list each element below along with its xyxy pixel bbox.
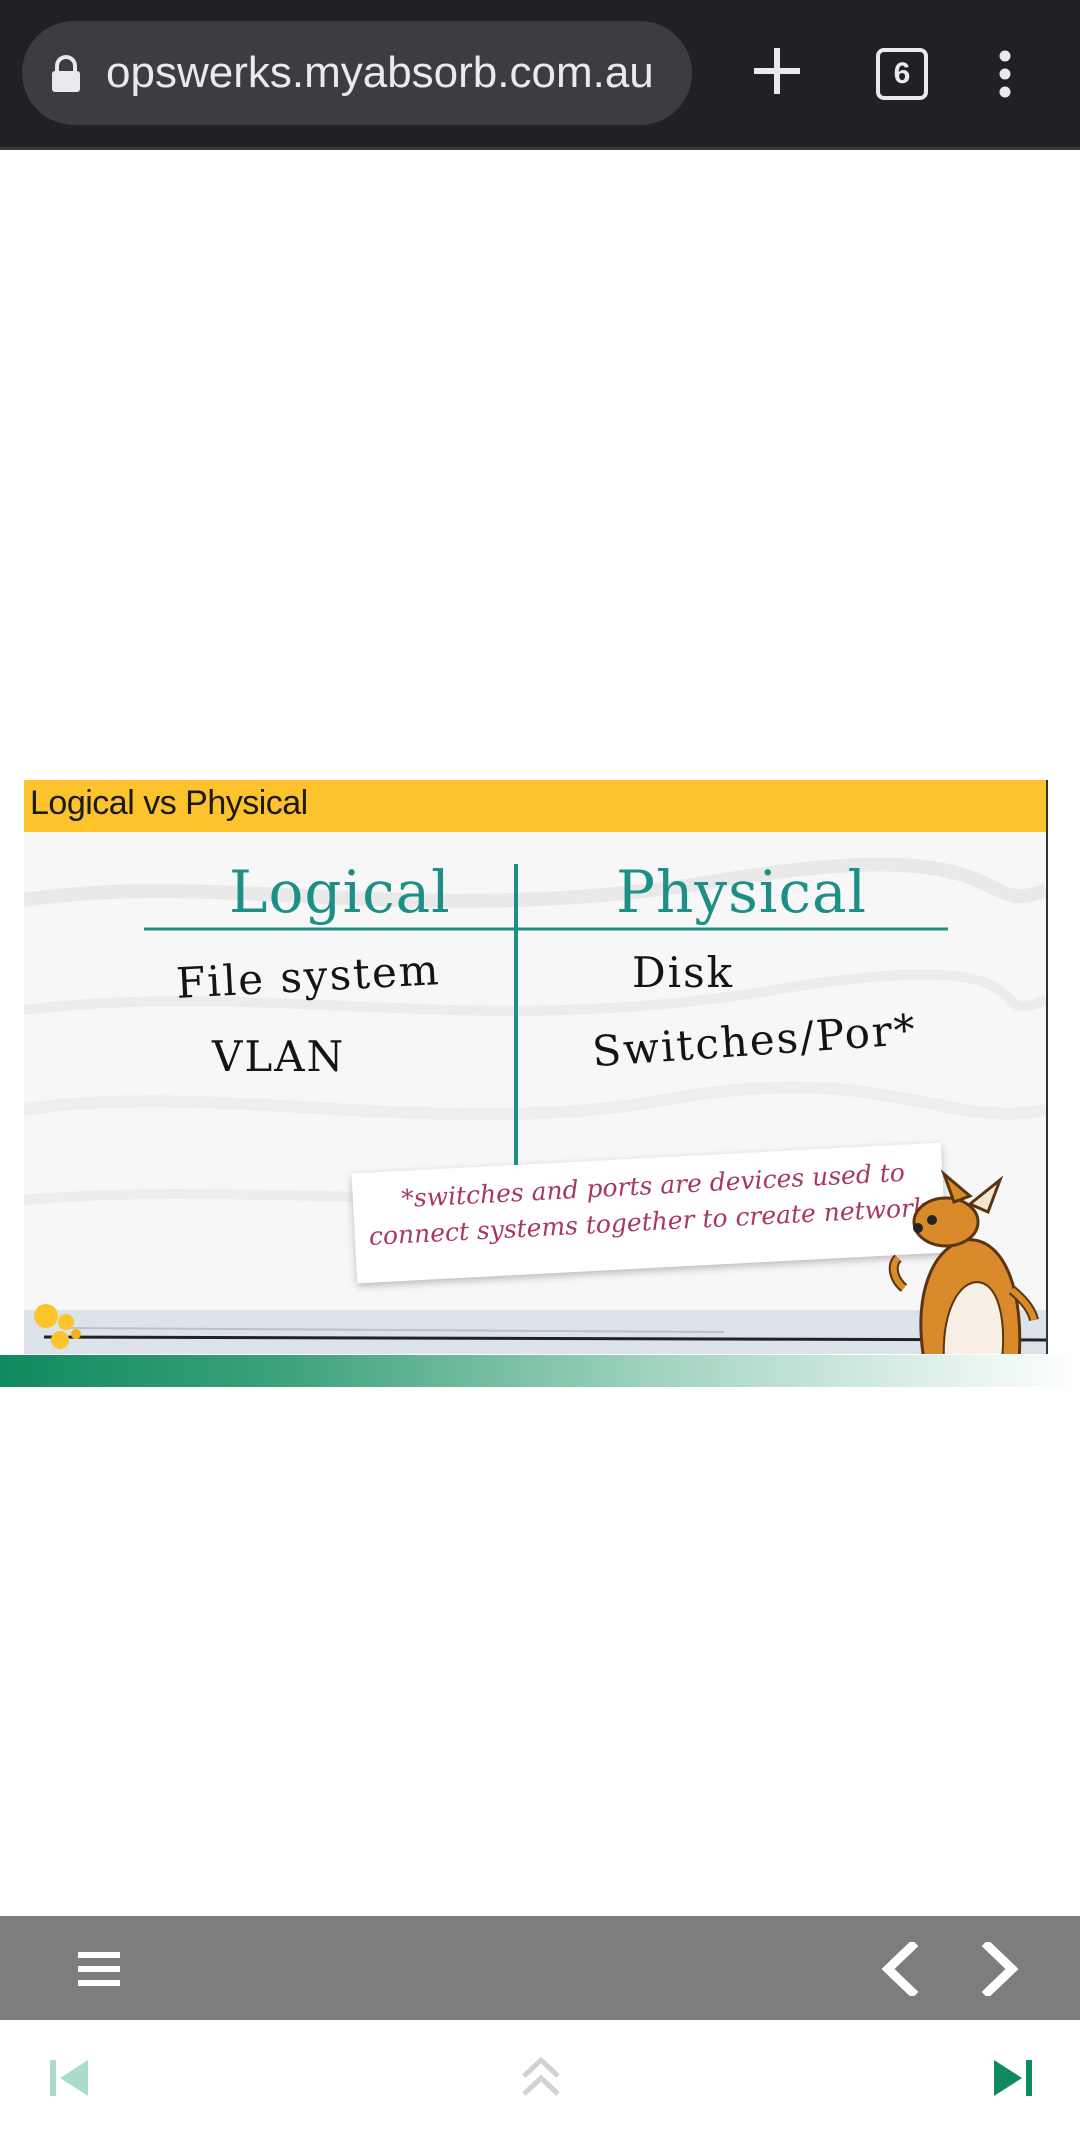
tab-switcher-button[interactable]: 6: [876, 48, 928, 100]
course-slide: Logical vs Physical Logical Physical Fil…: [24, 780, 1048, 1354]
footer-nav: [0, 2020, 1080, 2131]
chevron-left-icon[interactable]: [880, 1942, 920, 1996]
new-tab-icon[interactable]: [744, 38, 810, 104]
address-bar[interactable]: opswerks.myabsorb.com.au: [22, 21, 692, 125]
url-text: opswerks.myabsorb.com.au: [106, 48, 654, 97]
slide-header: Logical vs Physical: [24, 780, 1046, 832]
tab-count: 6: [876, 48, 928, 100]
double-chevron-up-icon[interactable]: [518, 2054, 564, 2100]
skip-to-start-icon[interactable]: [48, 2058, 90, 2098]
player-toolbar: [0, 1916, 1080, 2020]
slide-title: Logical vs Physical: [30, 784, 308, 822]
physical-item: Disk: [632, 948, 735, 997]
dots-logo-icon: [34, 1304, 81, 1349]
logical-item: VLAN: [212, 1032, 346, 1081]
logical-header: Logical: [229, 858, 451, 926]
kangaroo-mascot-icon: [888, 1170, 1039, 1354]
more-vert-icon[interactable]: [990, 50, 1020, 98]
skip-to-end-icon[interactable]: [992, 2058, 1034, 2098]
physical-header: Physical: [616, 858, 868, 926]
browser-toolbar: opswerks.myabsorb.com.au 6: [0, 0, 1080, 150]
slide-background: [24, 857, 1046, 1354]
hamburger-icon[interactable]: [78, 1950, 120, 1988]
chevron-right-icon[interactable]: [980, 1942, 1020, 1996]
lock-icon: [52, 55, 80, 92]
progress-gradient-bar: [0, 1355, 1080, 1387]
